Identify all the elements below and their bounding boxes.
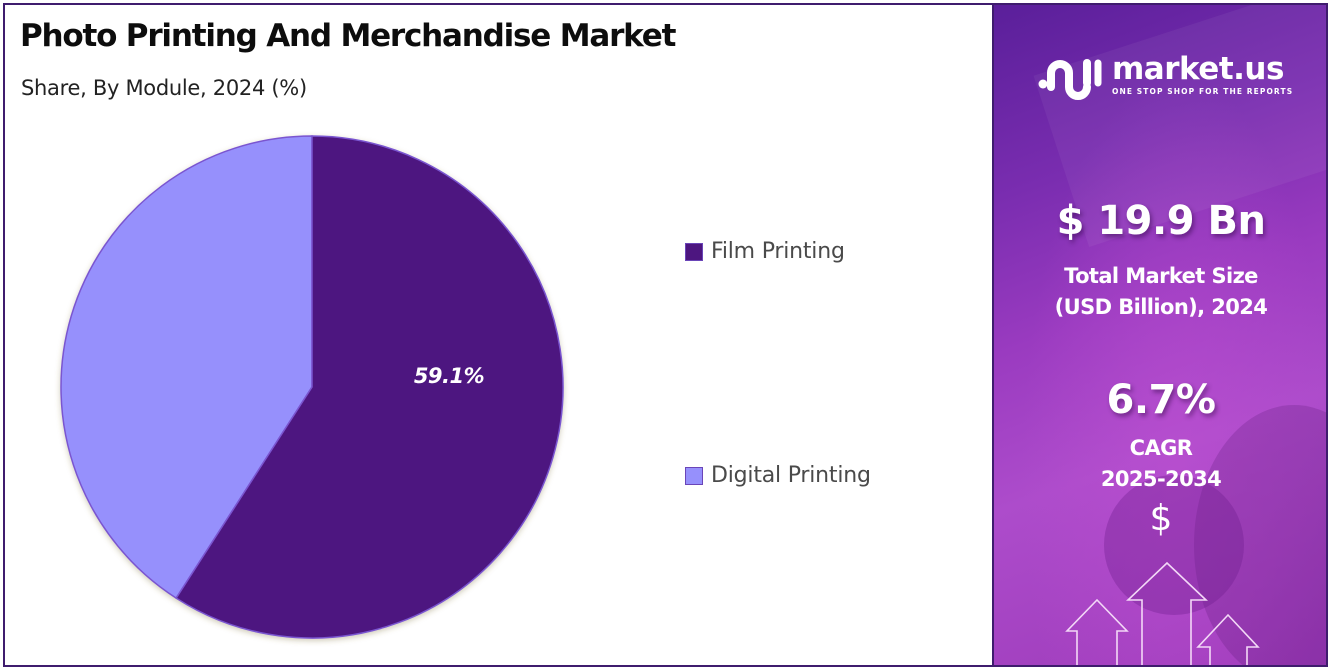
cagr-label-line2: 2025-2034 [1100,467,1222,491]
cagr-label-line1: CAGR [1129,436,1193,460]
growth-arrows-icon [1065,561,1260,665]
brand-name: market.us [1112,51,1284,87]
market-size-label: Total Market Size (USD Billion), 2024 [994,261,1326,323]
legend-swatch-film-printing [685,242,703,261]
chart-title: Photo Printing And Merchandise Market [20,18,676,54]
pie-slice-digital-printing[interactable] [60,135,313,600]
infographic-frame: Photo Printing And Merchandise Market Sh… [3,3,1328,667]
pie-chart-svg [60,135,564,639]
pie-chart: 59.1% [55,128,575,648]
slice-label-film-printing: 59.1% [413,364,485,388]
cagr-value: 6.7% [1106,377,1216,423]
legend-label: Film Printing [711,239,845,264]
brand-tagline: ONE STOP SHOP FOR THE REPORTS [1112,87,1294,96]
pie-slice-film-printing[interactable] [175,135,564,639]
market-us-logo-icon [1038,59,1102,100]
cagr-label: CAGR 2025-2034 [994,433,1326,495]
summary-sidebar: market.us ONE STOP SHOP FOR THE REPORTS … [992,5,1326,665]
legend-item-film-printing[interactable]: Film Printing [685,239,845,264]
market-size-label-line2: (USD Billion), 2024 [1054,295,1268,319]
chart-subtitle: Share, By Module, 2024 (%) [21,76,307,100]
dollar-icon: $ [1149,498,1173,539]
legend-swatch-digital-printing [685,466,703,485]
legend-label: Digital Printing [711,463,871,488]
legend-item-digital-printing[interactable]: Digital Printing [685,463,871,488]
background-coffee-cup [1104,475,1244,615]
brand-logo[interactable]: market.us ONE STOP SHOP FOR THE REPORTS [1038,53,1293,103]
market-size-label-line1: Total Market Size [1064,264,1258,288]
market-size-value: $ 19.9 Bn [1056,198,1266,244]
chart-panel: Photo Printing And Merchandise Market Sh… [5,5,992,665]
